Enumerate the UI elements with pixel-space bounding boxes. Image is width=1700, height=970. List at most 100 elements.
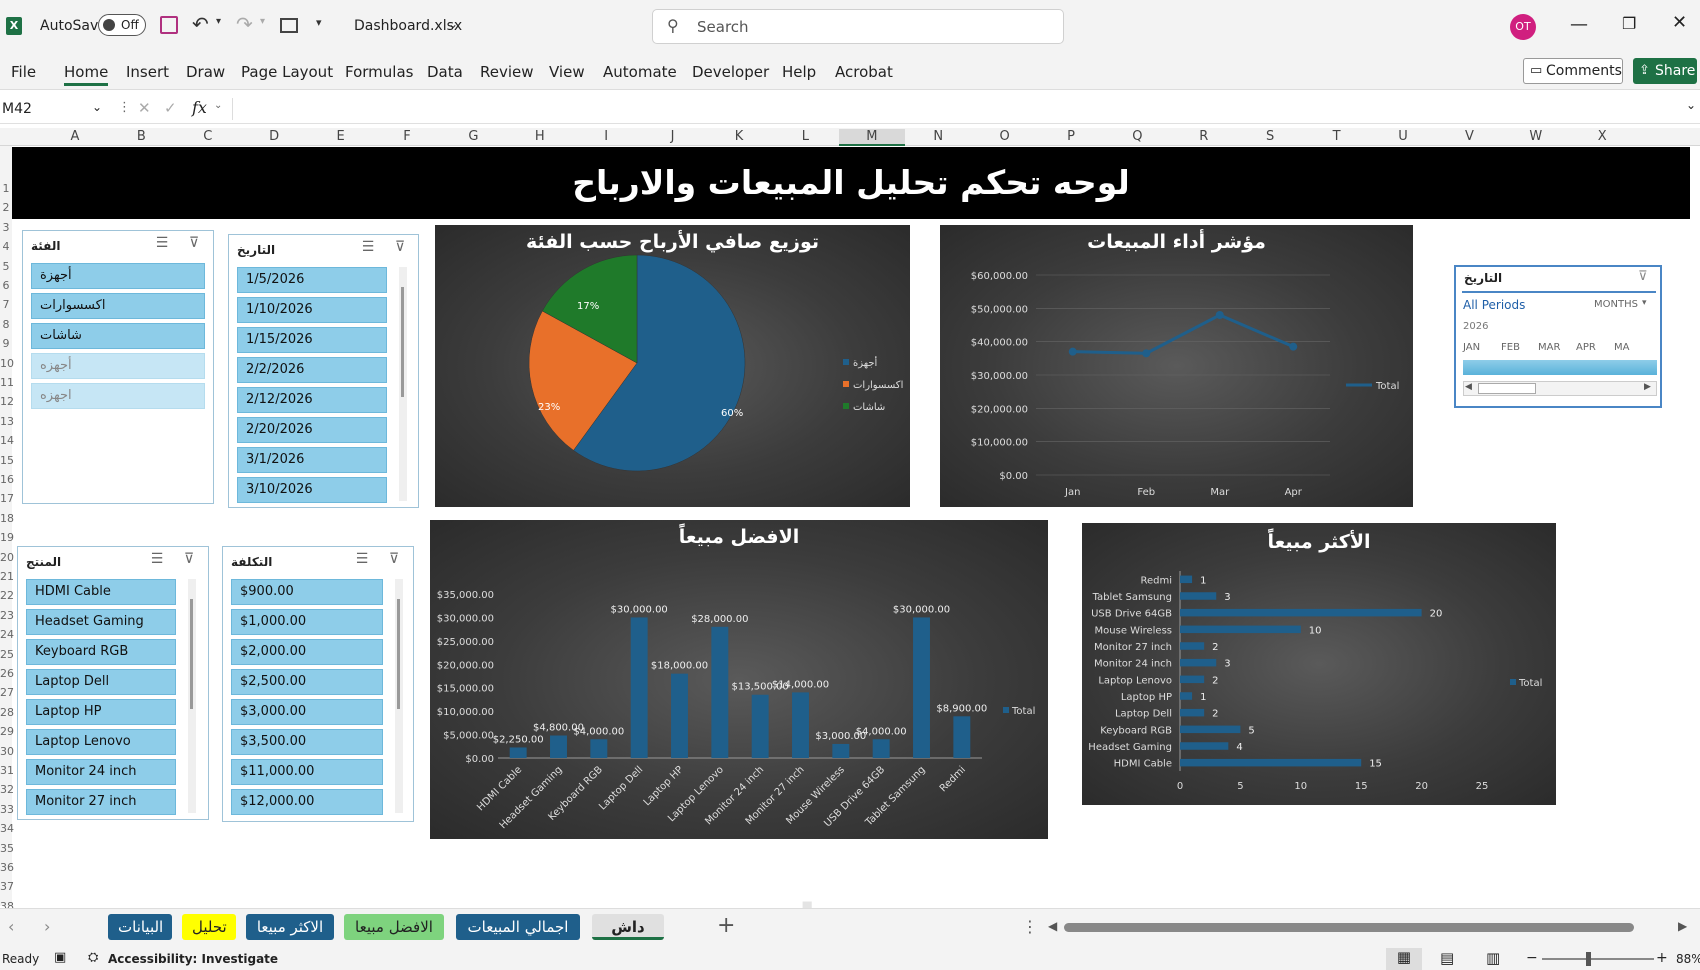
column-header[interactable]: O: [999, 129, 1010, 144]
scroll-left-icon[interactable]: ◀: [1465, 382, 1472, 392]
row-header[interactable]: 12: [0, 395, 14, 409]
row-header[interactable]: 33: [0, 802, 14, 816]
column-header[interactable]: B: [136, 129, 146, 144]
tab-data[interactable]: Data: [427, 63, 463, 81]
row-header[interactable]: 31: [0, 764, 14, 777]
multi-select-icon[interactable]: ☰: [155, 235, 169, 251]
name-box[interactable]: M42 ⌄: [0, 98, 106, 120]
sheet-tab[interactable]: داش بورد: [592, 914, 664, 962]
file-name[interactable]: Dashboard.xlsx: [354, 18, 463, 34]
tab-help[interactable]: Help: [782, 63, 817, 81]
row-header[interactable]: 29: [0, 725, 14, 739]
bar[interactable]: [509, 747, 527, 758]
tab-review[interactable]: Review: [480, 63, 534, 81]
row-header[interactable]: 27: [0, 686, 14, 700]
row-header[interactable]: 24: [0, 628, 14, 642]
slicer-item[interactable]: Headset Gaming: [26, 609, 176, 635]
zoom-out-icon[interactable]: −: [1526, 950, 1538, 966]
slicer-item[interactable]: 1/10/2026: [237, 297, 387, 323]
column-header[interactable]: H: [534, 129, 545, 144]
column-header[interactable]: J: [670, 129, 675, 144]
scrollbar-thumb[interactable]: [1478, 383, 1536, 394]
slicer-item[interactable]: Keyboard RGB: [26, 639, 176, 665]
multi-select-icon[interactable]: ☰: [361, 239, 375, 255]
search-box[interactable]: ⚲ Search: [652, 9, 1064, 44]
bar[interactable]: [1180, 742, 1229, 750]
tab-acrobat[interactable]: Acrobat: [835, 63, 893, 81]
row-header[interactable]: 25: [0, 647, 14, 661]
column-header[interactable]: L: [801, 129, 810, 144]
slicer-item[interactable]: $2,000.00: [231, 639, 383, 665]
bar[interactable]: [751, 694, 769, 758]
slicer-item[interactable]: Laptop Lenovo: [26, 729, 176, 755]
bar[interactable]: [953, 716, 971, 758]
row-header[interactable]: 23: [0, 608, 14, 622]
column-header[interactable]: Q: [1132, 129, 1143, 144]
slicer-item[interactable]: $12,000.00: [231, 789, 383, 815]
slicer-item[interactable]: Monitor 24 inch: [26, 759, 176, 785]
bar[interactable]: [832, 743, 850, 758]
line-chart[interactable]: مؤشر أداء المبيعات $0.00 $10,000.00 $20,00…: [940, 225, 1413, 507]
row-header[interactable]: 17: [0, 492, 14, 506]
slicer-item[interactable]: اجهزه: [31, 383, 205, 409]
row-header[interactable]: 35: [0, 841, 14, 855]
row-header[interactable]: 1: [2, 182, 10, 195]
tab-automate[interactable]: Automate: [603, 63, 677, 81]
row-header[interactable]: 36: [0, 861, 14, 874]
column-header[interactable]: N: [933, 129, 944, 144]
scroll-right-icon[interactable]: ▶: [1644, 382, 1651, 392]
column-header[interactable]: A: [70, 129, 80, 144]
tab-draw[interactable]: Draw: [186, 63, 226, 81]
sheet-tab[interactable]: تحليل: [182, 914, 236, 940]
customize-toolbar-icon[interactable]: ▾: [316, 16, 322, 29]
row-header[interactable]: 32: [0, 783, 14, 797]
row-header[interactable]: 20: [0, 550, 14, 564]
row-header[interactable]: 22: [0, 589, 14, 603]
row-header[interactable]: 9: [2, 337, 10, 351]
product-slicer[interactable]: المنتج ☰ ⊽ HDMI Cable Headset Gaming Key…: [17, 546, 209, 820]
insert-function-icon[interactable]: fx: [192, 98, 207, 117]
zoom-slider-thumb[interactable]: [1586, 952, 1591, 966]
bar[interactable]: [1180, 692, 1193, 700]
slicer-item[interactable]: 2/2/2026: [237, 357, 387, 383]
row-header[interactable]: 34: [0, 822, 14, 836]
line-point[interactable]: [1068, 347, 1077, 356]
zoom-in-icon[interactable]: +: [1656, 950, 1668, 966]
bar[interactable]: [630, 617, 648, 758]
bar[interactable]: [1180, 575, 1193, 584]
row-header[interactable]: 10: [0, 356, 14, 370]
category-slicer[interactable]: الفئة ☰ ⊽ أجهزة اكسسوارات شاشات أجهزه اج…: [22, 230, 214, 504]
column-header[interactable]: V: [1464, 129, 1474, 144]
slicer-item[interactable]: $900.00: [231, 579, 383, 605]
row-header[interactable]: 16: [0, 473, 14, 486]
slicer-item[interactable]: $11,000.00: [231, 759, 383, 785]
tab-page-layout[interactable]: Page Layout: [241, 63, 334, 81]
page-layout-view-icon[interactable]: ▤: [1440, 949, 1455, 967]
row-header[interactable]: 15: [0, 453, 14, 467]
multi-select-icon[interactable]: ☰: [150, 551, 164, 567]
time-unit-chevron-icon[interactable]: ▾: [1642, 298, 1647, 308]
share-button[interactable]: ⇪ Share: [1633, 58, 1697, 84]
most-sold-bar-chart[interactable]: الأكثر مبيعاً 0 5 10 15 20 25 HDMI Cable Headse…: [1082, 523, 1556, 805]
pie-slice[interactable]: [542, 254, 638, 364]
redo-icon[interactable]: ↷: [236, 12, 253, 36]
date-slicer[interactable]: التاريخ ☰ ⊽ 1/5/2026 1/10/2026 1/15/2026…: [228, 234, 419, 508]
bar[interactable]: [1180, 675, 1205, 684]
scrollbar-thumb[interactable]: [397, 599, 400, 709]
row-header[interactable]: 2: [2, 201, 10, 215]
tab-insert[interactable]: Insert: [126, 63, 170, 81]
row-header[interactable]: 21: [0, 570, 14, 583]
column-header[interactable]: E: [336, 129, 345, 144]
bar[interactable]: [872, 739, 890, 758]
scrollbar-thumb[interactable]: [1064, 923, 1634, 932]
more-icon[interactable]: ⋮: [118, 100, 131, 115]
macro-record-icon[interactable]: ▣: [54, 950, 67, 965]
comments-button[interactable]: ▭ Comments: [1523, 58, 1623, 84]
multi-select-icon[interactable]: ☰: [355, 551, 369, 567]
bar[interactable]: [550, 735, 567, 758]
slicer-scrollbar[interactable]: [399, 267, 407, 501]
clear-filter-icon[interactable]: ⊽: [1638, 269, 1648, 284]
column-header[interactable]: S: [1266, 129, 1275, 144]
slicer-item[interactable]: $2,500.00: [231, 669, 383, 695]
form-icon[interactable]: [280, 18, 298, 33]
